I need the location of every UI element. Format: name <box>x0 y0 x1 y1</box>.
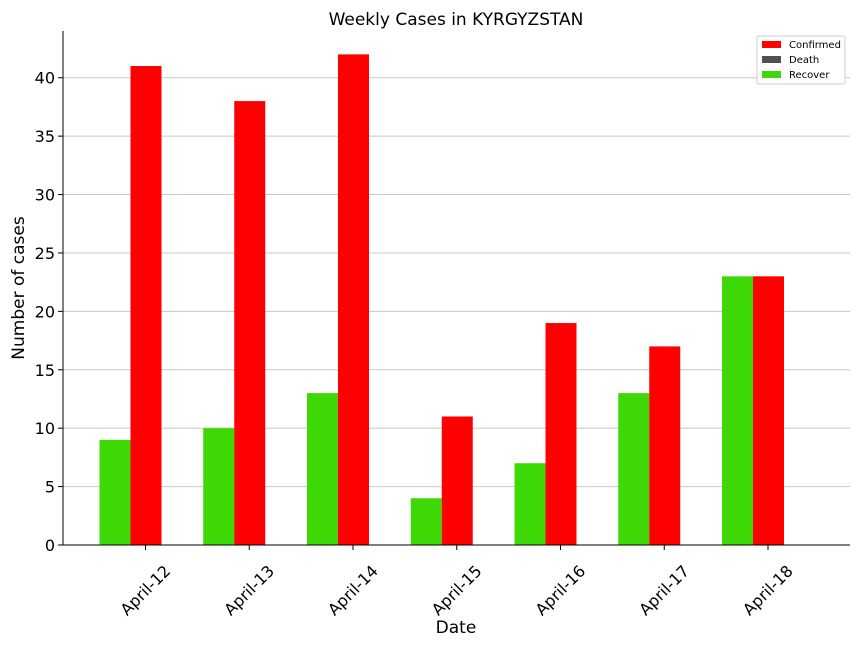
chart-title: Weekly Cases in KYRGYZSTAN <box>329 10 584 30</box>
x-tick-label: April-17 <box>635 561 693 619</box>
bar-recover <box>618 393 650 545</box>
x-tick-label: April-12 <box>117 561 175 619</box>
x-tick-label: April-14 <box>324 561 382 619</box>
x-tick-label: April-16 <box>532 561 590 619</box>
legend-label-death: Death <box>789 55 819 66</box>
bar-recover <box>722 276 753 545</box>
y-tick-label: 15 <box>35 361 55 380</box>
legend-label-recover: Recover <box>789 70 830 81</box>
bar-recover <box>99 439 131 545</box>
y-tick-label: 40 <box>35 69 55 88</box>
bar-confirmed <box>441 416 473 545</box>
x-tick-label: April-15 <box>428 561 486 619</box>
bars-group <box>99 54 784 545</box>
y-tick-label: 25 <box>35 244 55 263</box>
bar-confirmed <box>130 66 162 545</box>
bar-confirmed <box>753 276 784 545</box>
legend-swatch-recover <box>762 71 781 78</box>
grid-lines <box>63 77 850 488</box>
bar-recover <box>307 393 338 545</box>
y-tick-label: 30 <box>35 186 55 205</box>
x-axis-title: Date <box>436 618 477 638</box>
y-tick-label: 20 <box>35 302 55 321</box>
y-axis-title: Number of cases <box>9 216 29 360</box>
y-tick-label: 0 <box>45 536 55 555</box>
x-ticks-group: April-12 April-13 April-14 April-15 April-16… <box>117 545 797 619</box>
y-ticks-group: 0 5 10 15 20 25 30 35 40 <box>35 69 63 555</box>
legend-label-confirmed: Confirmed <box>789 40 841 51</box>
y-tick-label: 35 <box>35 127 55 146</box>
legend-swatch-death <box>762 56 781 63</box>
x-tick-label: April-13 <box>220 561 278 619</box>
legend-swatch-confirmed <box>762 41 781 48</box>
bar-recover <box>410 498 442 545</box>
bar-confirmed <box>649 346 681 545</box>
bar-confirmed <box>545 323 577 545</box>
legend: Confirmed Death Recover <box>756 35 846 85</box>
bar-confirmed <box>338 54 369 545</box>
bar-recover <box>203 428 235 545</box>
x-tick-label: April-18 <box>739 561 797 619</box>
y-tick-label: 5 <box>45 478 55 497</box>
bar-recover <box>514 463 546 545</box>
y-tick-label: 10 <box>35 419 55 438</box>
bar-confirmed <box>234 101 266 545</box>
